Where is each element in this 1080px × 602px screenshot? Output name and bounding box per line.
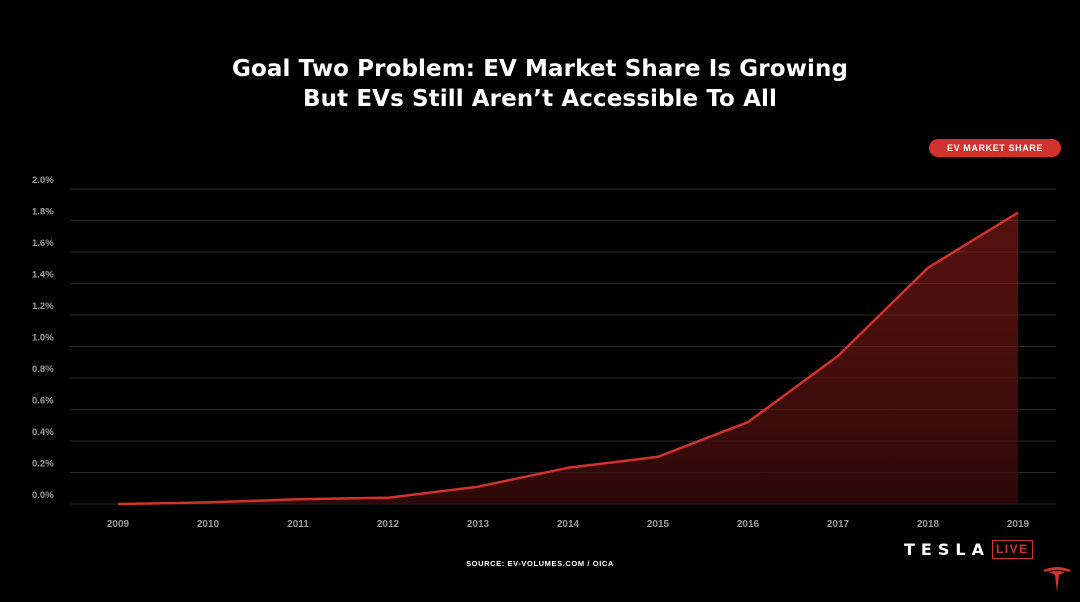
y-tick-label: 0.2% — [32, 459, 54, 470]
legend-badge: EV MARKET SHARE — [929, 139, 1061, 157]
x-tick-label: 2011 — [287, 519, 309, 530]
y-tick-label: 0.4% — [32, 427, 54, 438]
y-tick-label: 1.6% — [32, 238, 54, 249]
chart-title-line-1: Goal Two Problem: EV Market Share Is Gro… — [231, 56, 849, 82]
series-line — [117, 211, 1019, 506]
y-tick-label: 1.0% — [32, 333, 54, 344]
x-tick-label: 2017 — [827, 519, 850, 530]
y-tick-label: 2.0% — [32, 175, 54, 186]
chart-title: Goal Two Problem: EV Market Share Is Gro… — [0, 54, 1080, 114]
tesla-t-icon — [1043, 567, 1071, 592]
tesla-live-logo: TESLA LIVE — [904, 538, 1033, 560]
y-axis-ticks: 0.0% 0.2% 0.4% 0.6% 0.8% 1.0% 1.2% 1.4% 1.6% 1.8%… — [32, 175, 54, 501]
area-fill — [118, 212, 1018, 504]
x-tick-label: 2018 — [917, 519, 940, 530]
y-tick-label: 1.4% — [32, 270, 54, 281]
y-tick-label: 0.8% — [32, 364, 54, 375]
x-tick-label: 2010 — [197, 519, 220, 530]
x-tick-label: 2013 — [467, 519, 490, 530]
x-axis-ticks: 2009 2010 2011 2012 2013 2014 2015 2016 2017 2018… — [107, 519, 1030, 530]
source-note: SOURCE: EV-VOLUMES.COM / OICA — [466, 559, 614, 568]
legend-label: EV MARKET SHARE — [946, 143, 1043, 153]
y-tick-label: 1.8% — [32, 207, 54, 218]
x-tick-label: 2019 — [1007, 519, 1030, 530]
x-tick-label: 2009 — [107, 519, 130, 530]
x-tick-label: 2015 — [647, 519, 670, 530]
brand-live-badge: LIVE — [991, 539, 1033, 559]
y-tick-label: 0.0% — [32, 490, 54, 501]
y-tick-label: 0.6% — [32, 396, 54, 407]
x-tick-label: 2014 — [557, 519, 580, 530]
y-tick-label: 1.2% — [32, 301, 54, 312]
brand-wordmark: TESLA — [904, 539, 990, 559]
chart-title-line-2: But EVs Still Aren’t Accessible To All — [303, 86, 777, 112]
x-tick-label: 2012 — [377, 519, 400, 530]
x-tick-label: 2016 — [737, 519, 760, 530]
